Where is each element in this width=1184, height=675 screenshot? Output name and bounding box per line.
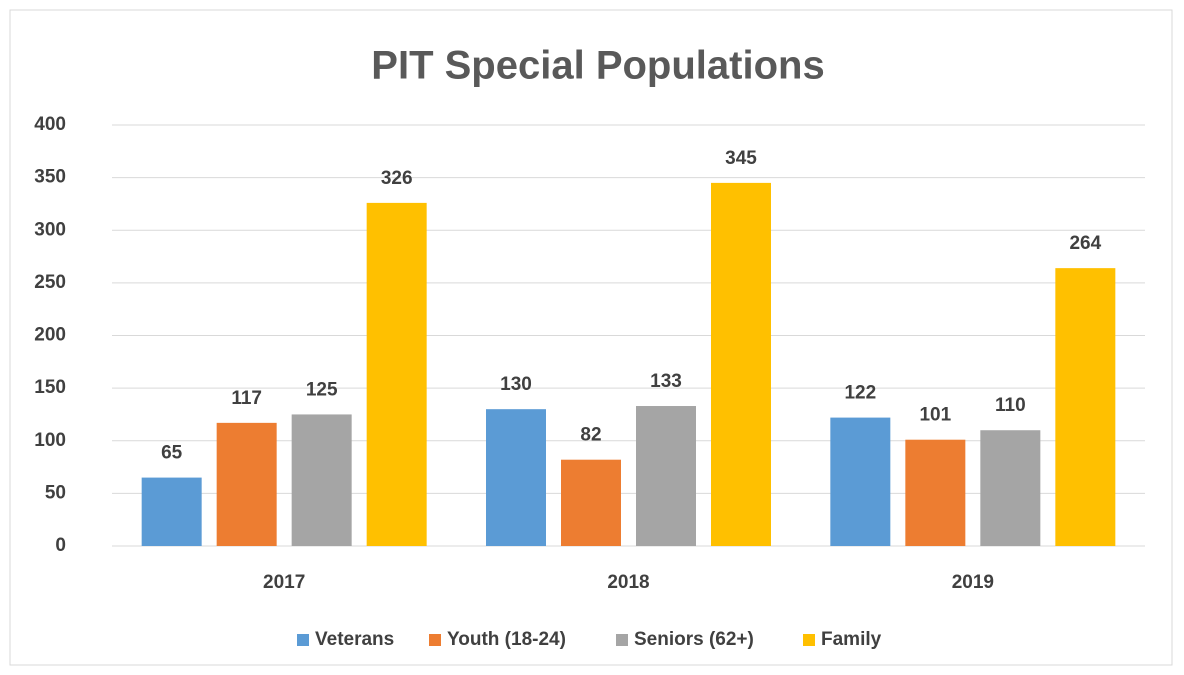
bar: [291, 414, 352, 546]
data-label: 264: [1069, 233, 1101, 254]
data-label: 110: [995, 395, 1026, 416]
legend-label: Seniors (62+): [634, 629, 754, 650]
legend-swatch: [297, 634, 309, 646]
data-label: 133: [650, 371, 682, 392]
x-tick-label: 2017: [263, 572, 305, 593]
bar: [486, 409, 546, 546]
data-label: 65: [161, 443, 183, 464]
data-label: 82: [580, 425, 601, 446]
y-tick-label: 250: [34, 272, 66, 293]
data-label: 345: [725, 148, 757, 169]
y-tick-label: 200: [34, 325, 66, 346]
y-tick-label: 350: [34, 167, 66, 188]
bar: [141, 477, 202, 546]
y-tick-label: 0: [55, 535, 66, 556]
bar: [366, 202, 427, 546]
legend-label: Youth (18-24): [447, 629, 566, 650]
bar: [980, 430, 1041, 546]
chart-frame: [9, 9, 1173, 666]
chart-title: PIT Special Populations: [371, 44, 824, 88]
y-tick-label: 100: [34, 430, 66, 451]
x-tick-label: 2019: [952, 572, 994, 593]
y-tick-label: 50: [45, 482, 66, 503]
data-label: 125: [306, 379, 338, 400]
data-label: 326: [381, 168, 413, 189]
bar: [1055, 268, 1116, 546]
legend-swatch: [616, 634, 628, 646]
data-label: 101: [919, 405, 951, 426]
legend-label: Family: [821, 629, 882, 650]
y-tick-label: 400: [34, 114, 66, 135]
bar: [636, 406, 696, 546]
x-tick-label: 2018: [607, 572, 649, 593]
bar: [711, 182, 771, 546]
legend-swatch: [429, 634, 441, 646]
legend-label: Veterans: [315, 629, 394, 650]
legend-swatch: [803, 634, 815, 646]
y-tick-label: 150: [34, 377, 66, 398]
bar: [905, 439, 966, 546]
bar: [216, 422, 277, 546]
data-label: 122: [844, 383, 876, 404]
data-label: 130: [500, 374, 532, 395]
data-label: 117: [231, 388, 262, 409]
bar: [561, 459, 621, 546]
bar: [830, 417, 891, 546]
y-tick-label: 300: [34, 219, 66, 240]
